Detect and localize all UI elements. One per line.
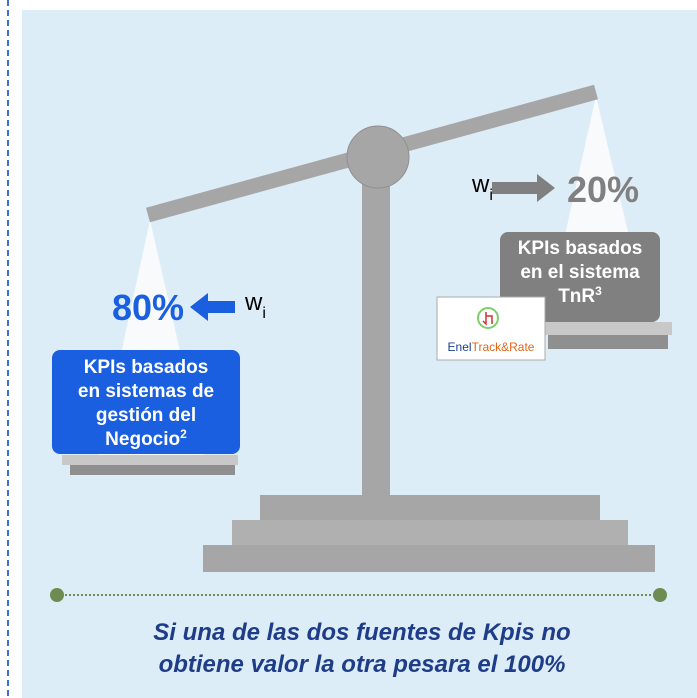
superscript: 3 (595, 284, 602, 298)
subscript: i (262, 305, 266, 322)
left-box-line: en sistemas de (78, 381, 214, 402)
superscript: 2 (180, 427, 187, 441)
left-box-line: KPIs basados (84, 357, 209, 378)
left-box-line: Negocio2 (105, 427, 187, 450)
right-plate (548, 335, 668, 349)
left-percent: 80% (112, 287, 184, 328)
footer-line: obtiene valor la otra pesara el 100% (159, 651, 566, 678)
logo-text: EnelTrack&Rate (448, 340, 535, 354)
right-box-line: KPIs basados (518, 238, 643, 259)
text: Negocio (105, 429, 180, 450)
base-step (232, 520, 628, 545)
text: w (244, 289, 263, 316)
base-step (260, 495, 600, 520)
right-plate (540, 322, 672, 335)
base-step (203, 545, 655, 572)
left-plate (70, 465, 235, 475)
subscript: i (489, 187, 493, 204)
scale-diagram: KPIs basados en sistemas de gestión del … (0, 0, 697, 698)
text: TnR (558, 286, 595, 307)
divider-dot (653, 588, 667, 602)
right-percent: 20% (567, 169, 639, 210)
text: Enel (448, 340, 472, 354)
right-box-line: en el sistema (520, 262, 640, 283)
left-box-line: gestión del (96, 405, 196, 426)
text: Track&Rate (472, 340, 535, 354)
left-plate (62, 455, 238, 465)
pivot (347, 126, 409, 188)
text: w (471, 171, 490, 198)
footer-line: Si una de las dos fuentes de Kpis no (153, 619, 570, 646)
divider-dot (50, 588, 64, 602)
post (362, 160, 390, 495)
